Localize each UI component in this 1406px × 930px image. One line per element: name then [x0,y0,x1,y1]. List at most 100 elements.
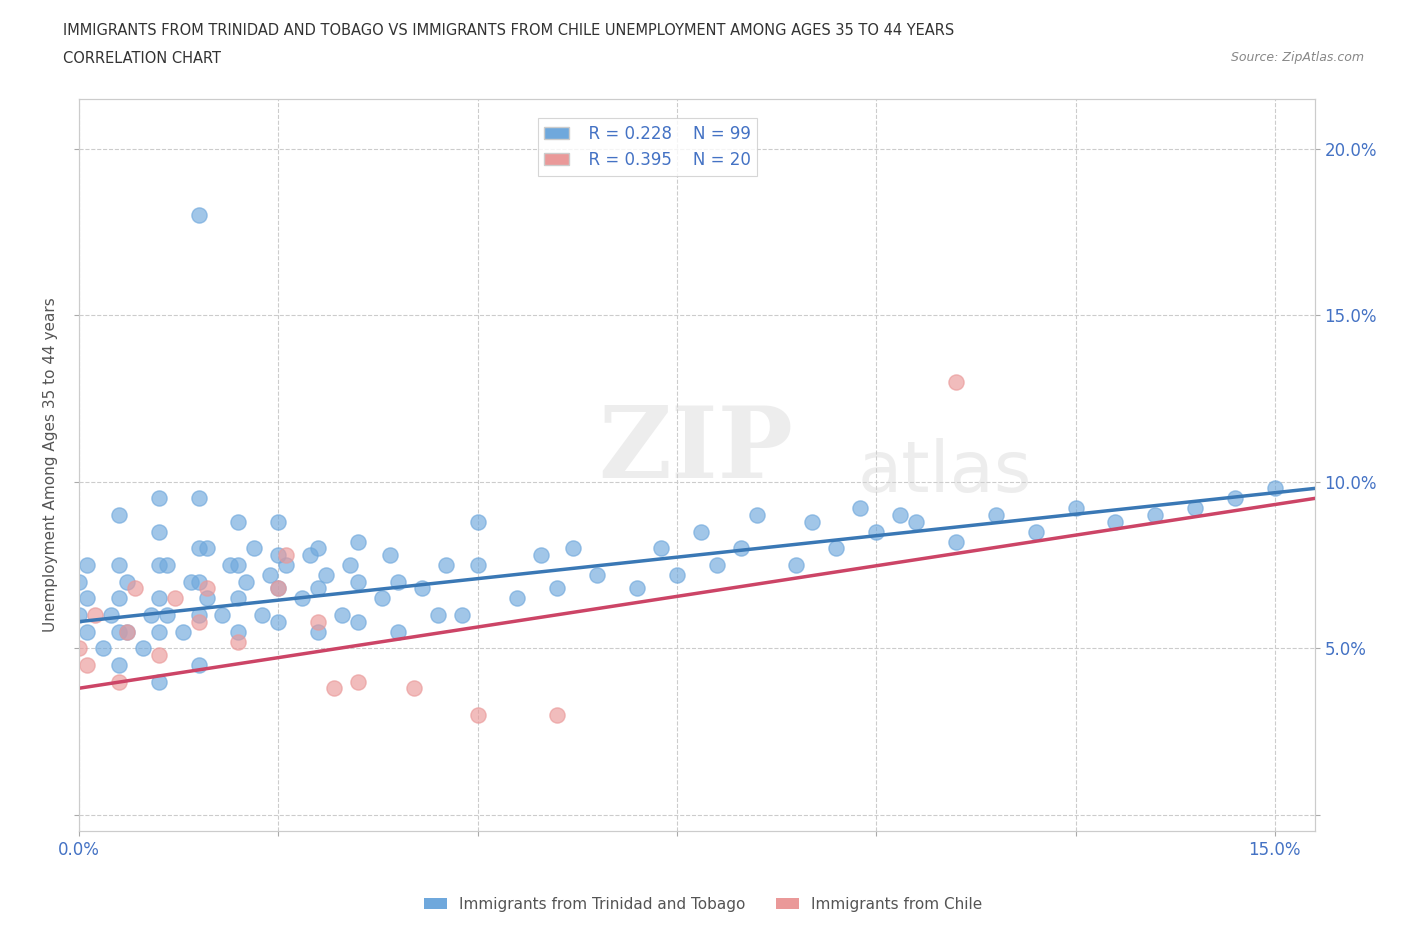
Point [347,614,370,629]
Point [267,548,290,563]
Point [108,658,131,672]
Point [267,614,290,629]
Text: Source: ZipAtlas.com: Source: ZipAtlas.com [1230,51,1364,64]
Point [259,567,281,582]
Point [706,558,728,573]
Point [139,607,162,622]
Point [124,581,146,596]
Point [1223,491,1246,506]
Point [180,574,202,589]
Point [219,558,242,573]
Point [276,548,298,563]
Point [195,541,218,556]
Point [562,541,585,556]
Point [187,607,209,622]
Point [67,641,90,656]
Point [108,591,131,605]
Point [228,558,250,573]
Point [825,541,848,556]
Point [299,548,322,563]
Point [83,607,105,622]
Point [108,508,131,523]
Point [67,574,90,589]
Point [76,591,98,605]
Point [276,558,298,573]
Point [307,614,329,629]
Point [347,534,370,549]
Point [187,658,209,672]
Y-axis label: Unemployment Among Ages 35 to 44 years: Unemployment Among Ages 35 to 44 years [44,298,58,632]
Point [434,558,457,573]
Point [650,541,672,556]
Point [1264,481,1286,496]
Point [195,591,218,605]
Point [187,614,209,629]
Point [307,581,329,596]
Point [148,558,170,573]
Text: IMMIGRANTS FROM TRINIDAD AND TOBAGO VS IMMIGRANTS FROM CHILE UNEMPLOYMENT AMONG : IMMIGRANTS FROM TRINIDAD AND TOBAGO VS I… [63,23,955,38]
Point [148,624,170,639]
Point [1025,525,1047,539]
Point [411,581,433,596]
Point [76,558,98,573]
Point [228,624,250,639]
Point [984,508,1007,523]
Point [67,607,90,622]
Point [315,567,337,582]
Point [378,548,401,563]
Point [228,591,250,605]
Point [148,674,170,689]
Point [689,525,711,539]
Point [76,624,98,639]
Point [211,607,233,622]
Point [1184,501,1206,516]
Point [307,624,329,639]
Point [1104,514,1126,529]
Point [905,514,928,529]
Point [267,581,290,596]
Text: ZIP: ZIP [598,402,793,498]
Point [530,548,553,563]
Point [426,607,449,622]
Point [235,574,257,589]
Point [195,581,218,596]
Point [148,491,170,506]
Text: atlas: atlas [858,438,1032,507]
Point [115,574,138,589]
Point [467,558,489,573]
Point [252,607,274,622]
Point [626,581,648,596]
Point [172,624,194,639]
Point [865,525,887,539]
Point [267,514,290,529]
Legend: Immigrants from Trinidad and Tobago, Immigrants from Chile: Immigrants from Trinidad and Tobago, Imm… [418,891,988,918]
Point [889,508,911,523]
Point [323,681,346,696]
Point [1064,501,1087,516]
Point [187,574,209,589]
Point [148,647,170,662]
Point [745,508,768,523]
Point [115,624,138,639]
Point [156,558,179,573]
Point [730,541,752,556]
Legend:   R = 0.228    N = 99,   R = 0.395    N = 20: R = 0.228 N = 99, R = 0.395 N = 20 [537,118,758,176]
Point [849,501,872,516]
Point [100,607,122,622]
Point [243,541,266,556]
Point [506,591,529,605]
Point [115,624,138,639]
Text: CORRELATION CHART: CORRELATION CHART [63,51,221,66]
Point [228,514,250,529]
Point [187,207,209,222]
Point [801,514,824,529]
Point [402,681,425,696]
Point [371,591,394,605]
Point [339,558,361,573]
Point [76,658,98,672]
Point [267,581,290,596]
Point [330,607,353,622]
Point [546,581,568,596]
Point [450,607,472,622]
Point [148,591,170,605]
